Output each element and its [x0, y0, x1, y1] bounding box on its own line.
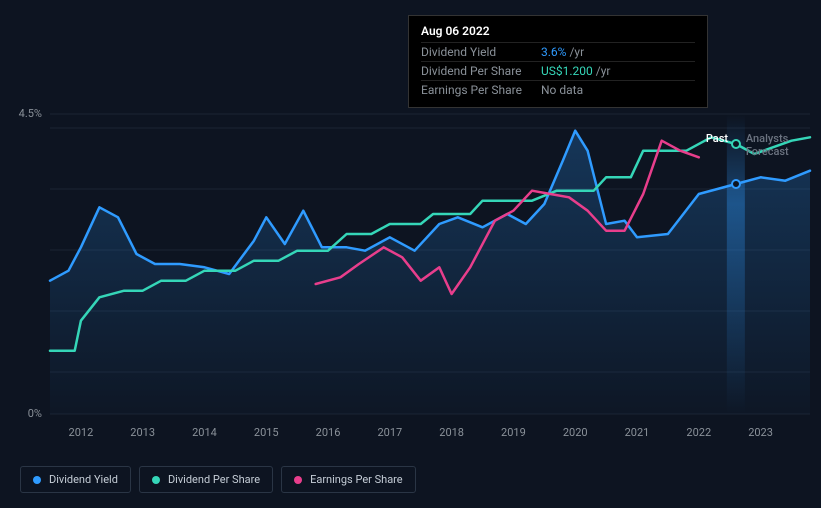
x-axis-label: 2021 [625, 426, 650, 439]
chart-legend: Dividend Yield Dividend Per Share Earnings… [20, 466, 416, 493]
tooltip-row-value: 3.6% [541, 45, 566, 59]
x-axis-label: 2017 [377, 426, 402, 439]
tooltip-row-value: US$1.200 [541, 64, 593, 78]
legend-label: Earnings Per Share [310, 473, 403, 486]
tooltip-row-label: Earnings Per Share [421, 83, 541, 97]
forecast-region-label: Analysts Forecast [746, 132, 821, 158]
y-axis-label: 0% [2, 407, 42, 420]
tooltip-row-value: No data [541, 83, 583, 97]
tooltip-row-unit: /yr [596, 64, 611, 78]
legend-item[interactable]: Earnings Per Share [281, 466, 416, 493]
tooltip-date: Aug 06 2022 [421, 24, 695, 38]
tooltip-row-label: Dividend Yield [421, 45, 541, 59]
past-region-label: Past [706, 132, 728, 145]
legend-dot-icon [152, 476, 160, 484]
x-axis-label: 2012 [69, 426, 94, 439]
dividend-chart: 4.5% 0% 2012 2013 2014 2015 2016 2017 2018 2019 2… [0, 0, 821, 508]
y-axis-label: 4.5% [2, 107, 42, 120]
legend-dot-icon [33, 476, 41, 484]
tooltip-row: Dividend Per ShareUS$1.200/yr [421, 61, 695, 80]
x-axis-label: 2023 [748, 426, 773, 439]
x-axis-label: 2022 [686, 426, 711, 439]
chart-marker [731, 139, 741, 149]
x-axis-label: 2016 [316, 426, 341, 439]
x-axis-label: 2020 [563, 426, 588, 439]
x-axis-label: 2014 [192, 426, 217, 439]
tooltip-row-unit: /yr [569, 45, 584, 59]
tooltip-row: Dividend Yield3.6%/yr [421, 42, 695, 61]
legend-dot-icon [294, 476, 302, 484]
x-axis-label: 2015 [254, 426, 279, 439]
tooltip-row-label: Dividend Per Share [421, 64, 541, 78]
x-axis-label: 2019 [501, 426, 526, 439]
legend-item[interactable]: Dividend Per Share [139, 466, 273, 493]
x-axis-label: 2013 [130, 426, 155, 439]
x-axis-label: 2018 [439, 426, 464, 439]
legend-label: Dividend Yield [49, 473, 118, 486]
tooltip-row: Earnings Per ShareNo data [421, 80, 695, 99]
chart-marker [731, 179, 741, 189]
legend-label: Dividend Per Share [168, 473, 260, 486]
chart-tooltip: Aug 06 2022 Dividend Yield3.6%/yrDividen… [408, 15, 708, 108]
legend-item[interactable]: Dividend Yield [20, 466, 131, 493]
